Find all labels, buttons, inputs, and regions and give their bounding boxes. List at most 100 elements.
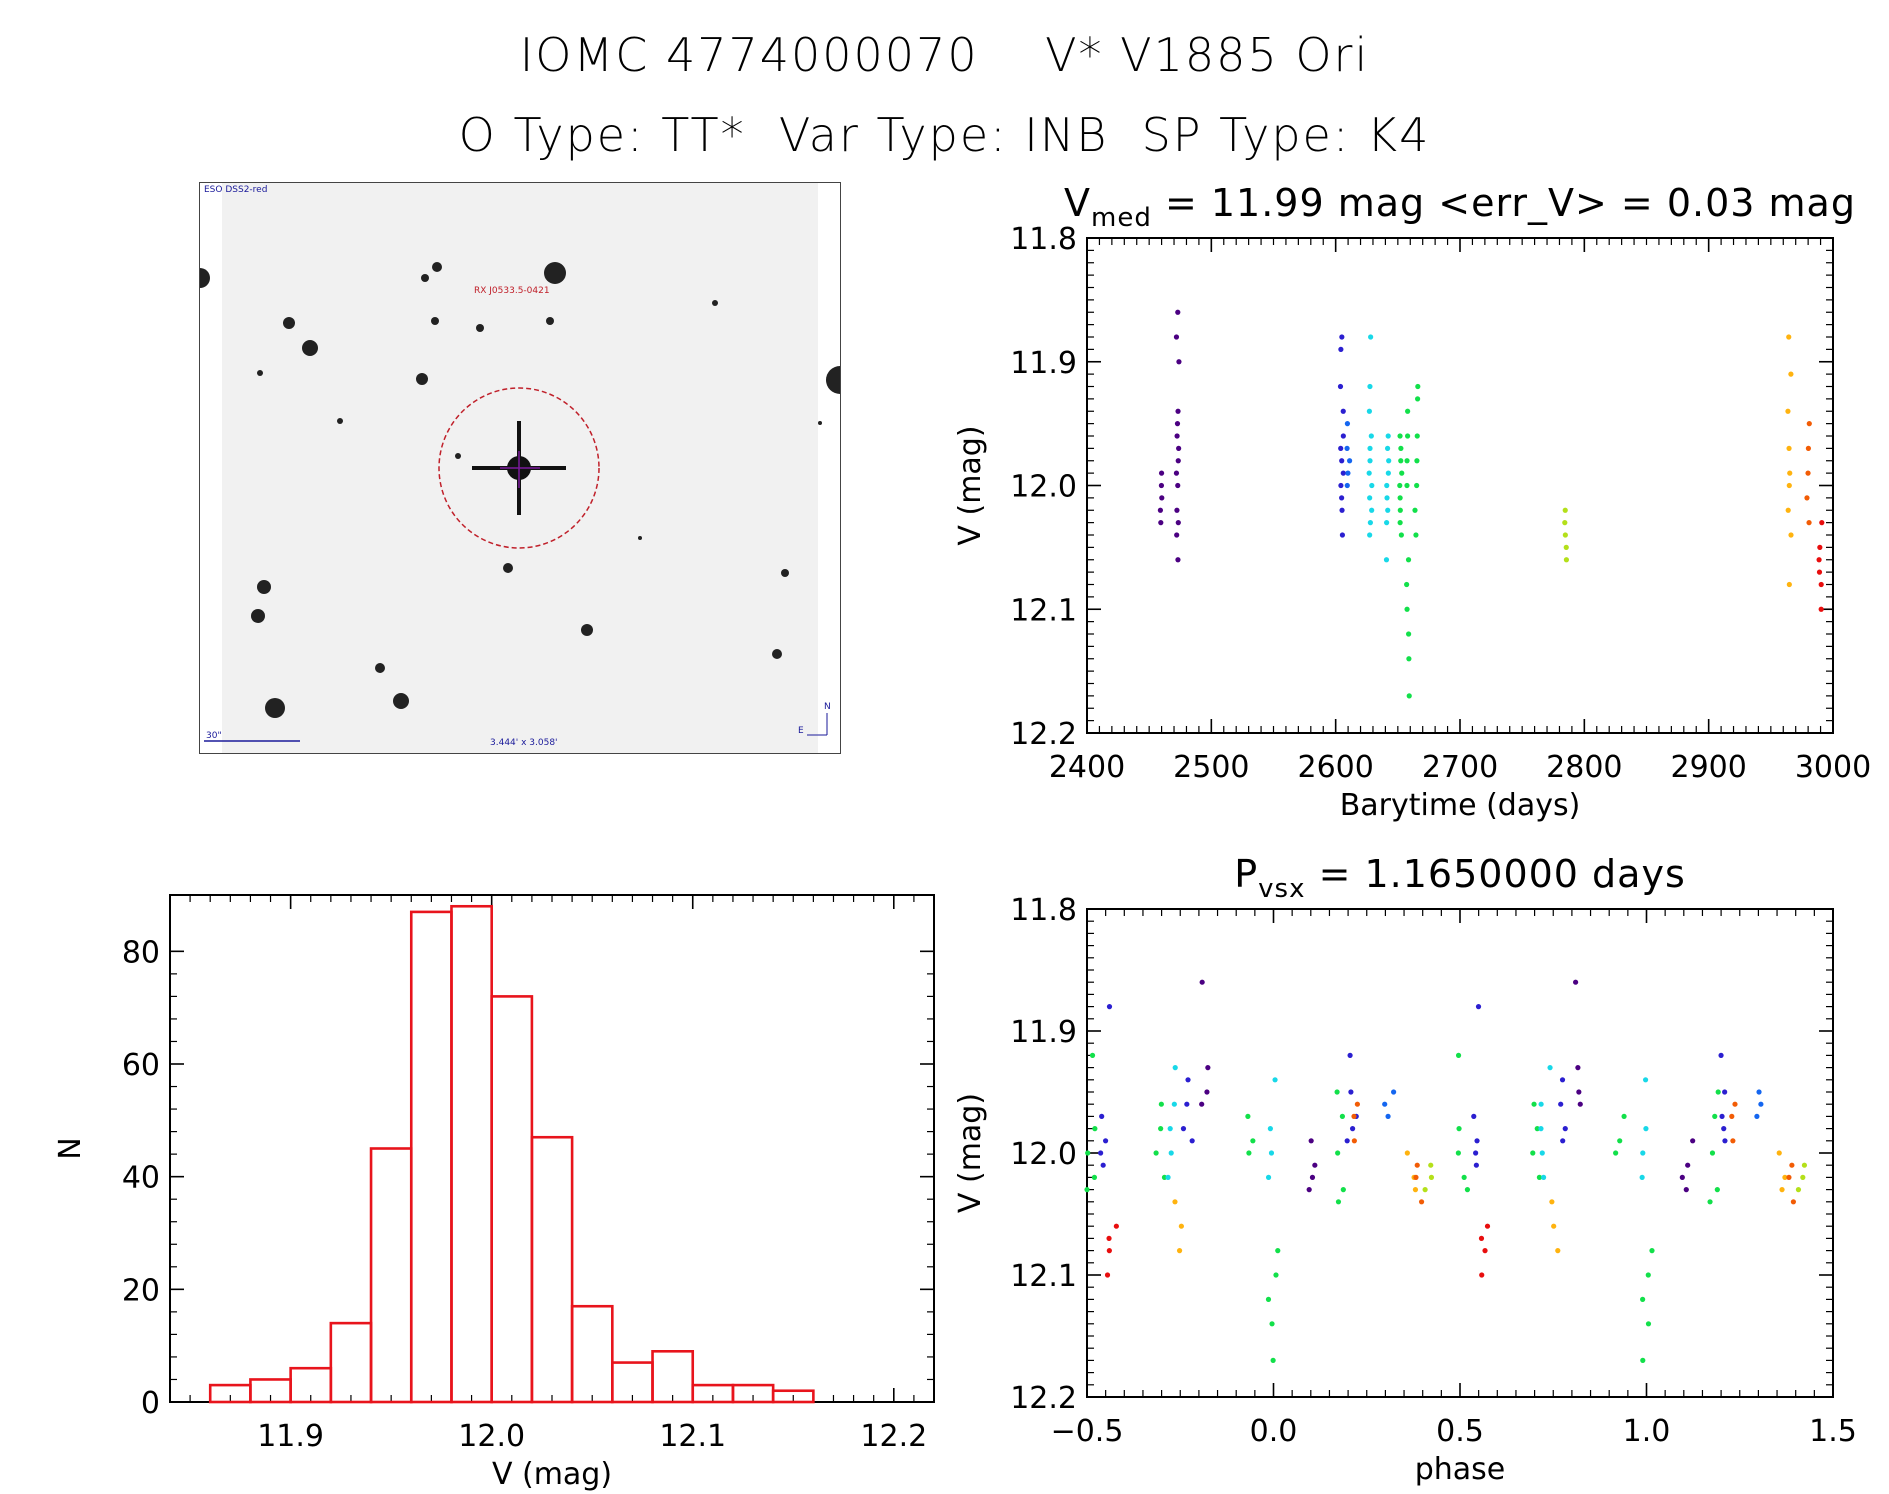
data-point	[1397, 433, 1403, 439]
field-star	[476, 324, 484, 332]
compass-icon: N E	[798, 702, 831, 736]
data-point	[1782, 1174, 1788, 1180]
data-points	[1157, 309, 1825, 699]
data-point	[1159, 495, 1165, 501]
data-point	[1790, 1199, 1797, 1205]
data-point	[1804, 495, 1810, 501]
data-point	[1538, 1126, 1544, 1132]
data-point	[1758, 1101, 1764, 1107]
finder-chart-svg: ESO DSS2-red RX J0533.5-0421 30" 3.444' …	[200, 183, 840, 753]
data-point	[1084, 1187, 1090, 1193]
field-star	[638, 536, 642, 540]
data-point	[1172, 1199, 1178, 1205]
data-point	[1173, 470, 1180, 476]
data-point	[1406, 656, 1412, 662]
data-point	[1415, 383, 1421, 390]
data-point	[1709, 1150, 1716, 1156]
data-point	[1347, 1052, 1353, 1058]
data-point	[1414, 433, 1420, 439]
data-point	[1805, 470, 1811, 476]
data-point	[1335, 1150, 1341, 1156]
y-tick-label: 80	[122, 935, 160, 970]
data-point	[1184, 1101, 1190, 1107]
field-star	[712, 300, 718, 306]
data-point	[1272, 1077, 1278, 1083]
field-star	[257, 370, 263, 376]
data-point	[1199, 1101, 1205, 1107]
scale-label: 30"	[206, 731, 222, 741]
data-point	[1246, 1150, 1252, 1156]
histogram-bar	[530, 1135, 574, 1404]
data-point	[1404, 606, 1410, 612]
data-point	[1685, 1162, 1691, 1168]
histogram-bar	[771, 1389, 815, 1404]
x-tick-label: 1.5	[1809, 1414, 1857, 1449]
data-point	[1397, 482, 1403, 489]
data-point	[1340, 470, 1346, 476]
data-point	[1189, 1138, 1195, 1144]
finder-stars	[200, 262, 840, 718]
data-point	[1165, 1174, 1171, 1180]
data-point	[1649, 1248, 1655, 1254]
data-point	[1366, 470, 1372, 476]
data-point	[1415, 396, 1421, 402]
data-point	[1091, 1174, 1098, 1180]
data-point	[1099, 1113, 1105, 1119]
histogram-bar	[570, 1304, 614, 1404]
field-star	[283, 317, 295, 329]
data-point	[1367, 383, 1373, 390]
data-point	[1722, 1138, 1728, 1144]
data-point	[1573, 979, 1579, 985]
y-tick-label: 11.9	[1010, 1015, 1077, 1050]
plot-title: Vmed = 11.99 mag <err_V> = 0.03 mag	[1064, 181, 1856, 233]
data-point	[1250, 1138, 1256, 1144]
field-star	[375, 663, 385, 673]
data-point	[1265, 1296, 1272, 1302]
data-point	[1817, 544, 1823, 550]
plot-frame	[1086, 237, 1834, 734]
histogram-bar	[409, 910, 453, 1404]
data-point	[1174, 421, 1181, 427]
data-point	[1384, 495, 1390, 501]
data-point	[1642, 1077, 1649, 1083]
data-point	[1308, 1138, 1314, 1144]
data-point	[1245, 1113, 1251, 1119]
data-point	[1475, 1004, 1482, 1010]
data-point	[1714, 1187, 1720, 1193]
data-point	[1422, 1187, 1428, 1193]
data-point	[1406, 693, 1412, 699]
data-point	[1312, 1162, 1318, 1168]
y-axis-label: V (mag)	[953, 1093, 988, 1213]
data-point	[1461, 1174, 1467, 1180]
data-point	[1795, 1187, 1802, 1193]
histogram-bar	[369, 1147, 413, 1404]
data-point	[1715, 1089, 1721, 1095]
data-point	[1335, 1199, 1342, 1205]
data-point	[1344, 482, 1350, 489]
y-tick-label: 12.1	[1010, 593, 1077, 628]
data-point	[1418, 1199, 1425, 1205]
data-point	[1801, 1162, 1808, 1168]
data-point	[1340, 433, 1346, 439]
finder-chart-image: ESO DSS2-red RX J0533.5-0421 30" 3.444' …	[199, 182, 841, 754]
data-point	[1455, 1150, 1461, 1156]
data-point	[1785, 507, 1791, 513]
axis-ticks	[169, 895, 935, 1403]
y-tick-label: 12.1	[1010, 1259, 1077, 1294]
data-point	[1473, 1150, 1479, 1156]
x-tick-label: 2700	[1422, 750, 1498, 785]
data-point	[1384, 445, 1391, 451]
data-point	[1786, 581, 1792, 588]
data-point	[1538, 1101, 1544, 1107]
x-tick-label: 1.0	[1623, 1414, 1671, 1449]
chart-title-line-1: IOMC 4774000070 V* V1885 Ori	[519, 28, 1370, 82]
data-point	[1413, 532, 1419, 538]
data-point	[1473, 1162, 1479, 1168]
y-tick-label: 20	[122, 1273, 160, 1308]
x-tick-label: 3000	[1795, 750, 1871, 785]
data-point	[1707, 1199, 1713, 1205]
data-point	[1309, 1174, 1316, 1180]
data-point	[1536, 1174, 1543, 1180]
data-point	[1776, 1150, 1782, 1156]
data-point	[1384, 520, 1390, 526]
